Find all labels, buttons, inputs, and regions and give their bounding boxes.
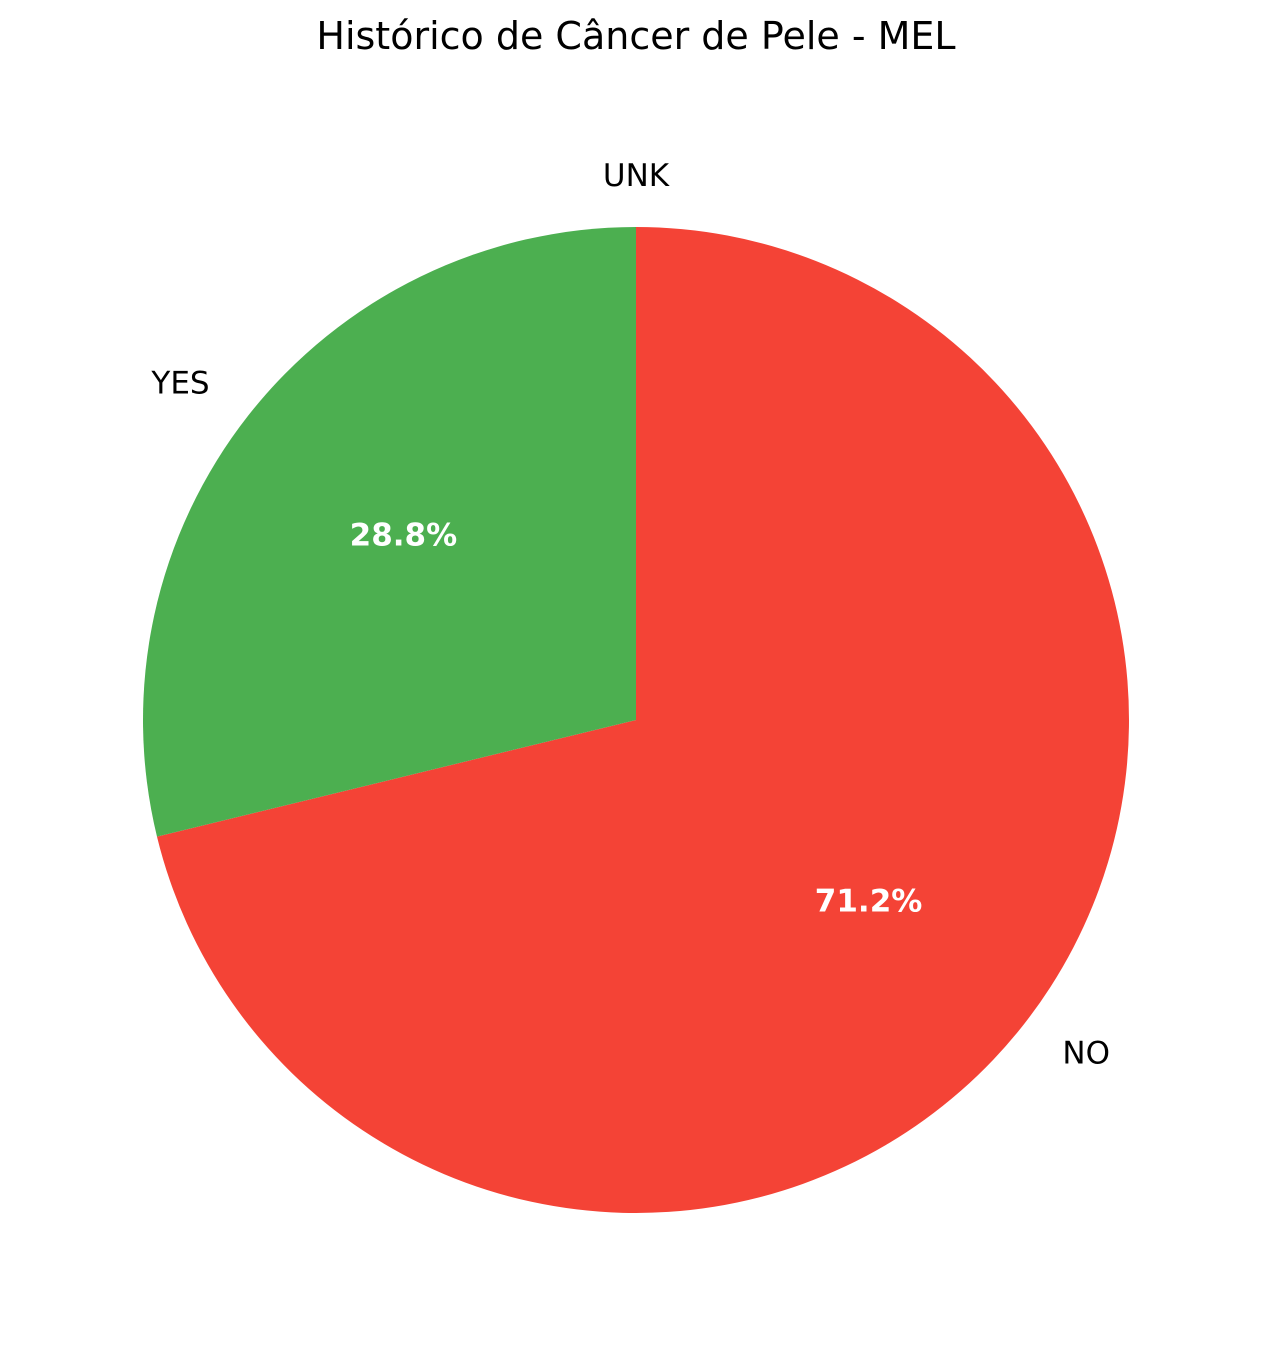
pie-slices (142, 227, 1129, 1214)
slice-pct-label-no: 71.2% (815, 883, 923, 919)
slice-pct-label-yes: 28.8% (350, 518, 458, 554)
slice-label-unk: UNK (603, 158, 670, 194)
slice-label-yes: YES (150, 365, 209, 401)
chart-title: Histórico de Câncer de Pele - MEL (316, 14, 956, 58)
slice-label-no: NO (1062, 1036, 1110, 1072)
pie-slice-yes (142, 227, 636, 837)
pie-labels: UNK NO 71.2% YES 28.8% (150, 158, 1110, 1071)
pie-slice-no (156, 227, 1129, 1214)
